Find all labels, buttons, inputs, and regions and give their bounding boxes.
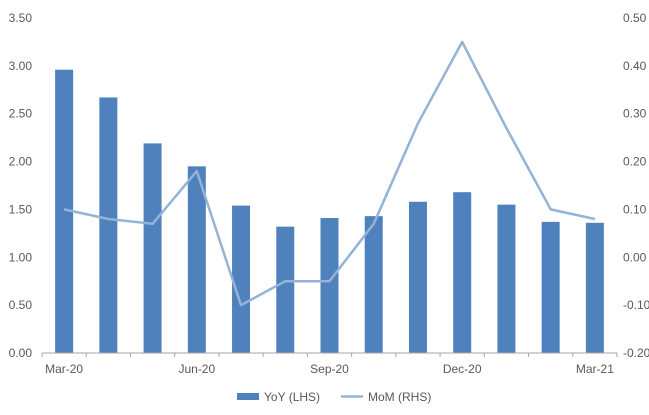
bar-series [55, 69, 604, 353]
y-left-tick-label: 0.00 [9, 346, 33, 360]
x-tick-label: Sep-20 [310, 362, 349, 376]
x-tick-label: Mar-20 [45, 362, 83, 376]
y-left-tick-label: 3.50 [9, 11, 33, 25]
y-left-tick-label: 2.00 [9, 155, 33, 169]
x-tick-label: Dec-20 [443, 362, 482, 376]
legend-label-mom: MoM (RHS) [368, 390, 431, 404]
y-left-tick-label: 1.00 [9, 250, 33, 264]
yoy-bar [541, 221, 560, 353]
y-right-tick-label: 0.40 [623, 59, 647, 73]
yoy-bar [497, 204, 516, 353]
yoy-bar [99, 97, 118, 353]
yoy-bar [187, 166, 206, 353]
yoy-bar [320, 218, 339, 353]
y-right-tick-label: 0.30 [623, 107, 647, 121]
legend: YoY (LHS) MoM (RHS) [237, 390, 431, 404]
y-left-tick-label: 1.50 [9, 202, 33, 216]
mom-line [63, 40, 596, 307]
y-left-tick-label: 0.50 [9, 298, 33, 312]
y-axis-left: 0.00 0.50 1.00 1.50 2.00 2.50 3.00 3.50 [9, 11, 33, 360]
y-axis-right: -0.20 -0.10 0.00 0.10 0.20 0.30 0.40 0.50 [623, 11, 649, 360]
yoy-bar [408, 201, 427, 353]
x-tick-label: Jun-20 [178, 362, 215, 376]
legend-swatch-yoy [237, 393, 259, 400]
yoy-bar [232, 205, 251, 353]
y-right-tick-label: 0.00 [623, 250, 647, 264]
y-right-tick-label: 0.20 [623, 155, 647, 169]
x-tick-label: Mar-21 [576, 362, 614, 376]
y-right-tick-label: -0.10 [623, 298, 649, 312]
yoy-bar [276, 226, 295, 353]
yoy-bar [143, 143, 162, 353]
yoy-bar [585, 222, 604, 353]
yoy-bar [55, 69, 74, 353]
y-left-tick-label: 3.00 [9, 59, 33, 73]
legend-label-yoy: YoY (LHS) [264, 390, 320, 404]
y-left-tick-label: 2.50 [9, 107, 33, 121]
x-axis: Mar-20 Jun-20 Sep-20 Dec-20 Mar-21 [41, 352, 618, 376]
y-right-tick-label: 0.50 [623, 11, 647, 25]
line-series [63, 40, 596, 307]
yoy-bar [453, 192, 472, 353]
yoy-bar [364, 216, 383, 353]
y-right-tick-label: -0.20 [623, 346, 649, 360]
y-right-tick-label: 0.10 [623, 202, 647, 216]
